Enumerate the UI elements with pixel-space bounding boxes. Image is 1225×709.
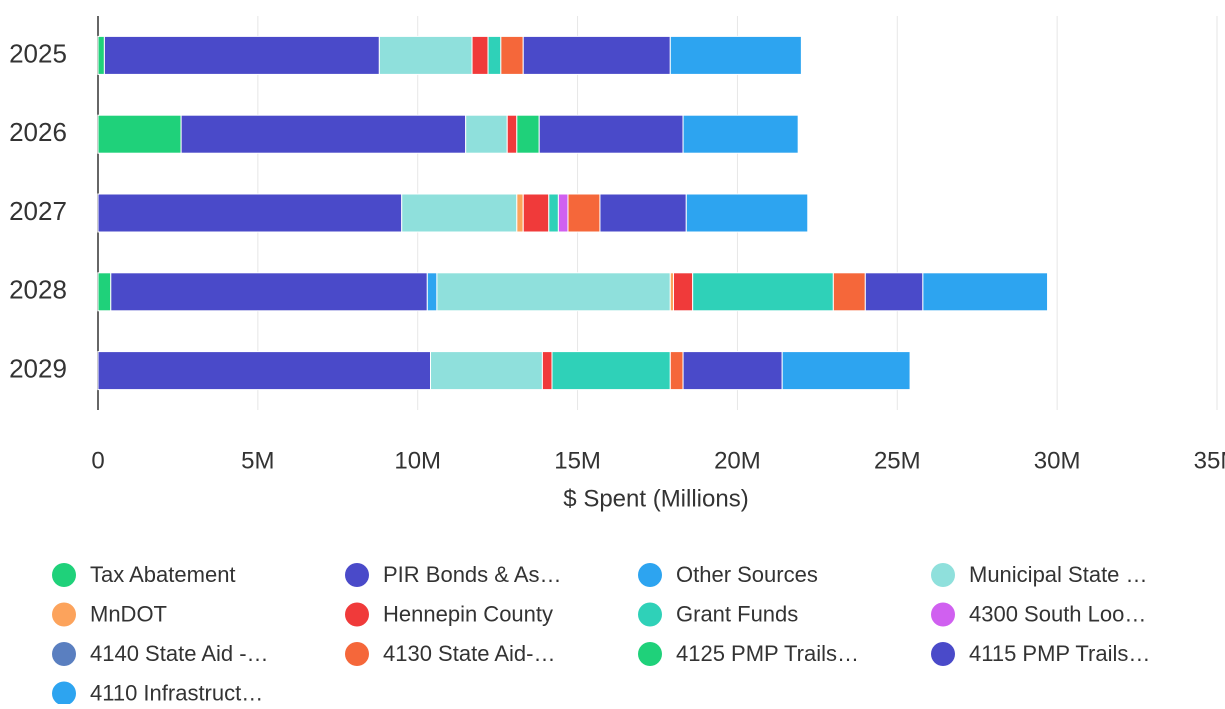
bar-segment — [436, 272, 671, 312]
bar-segment — [522, 193, 550, 233]
bar-segment — [692, 272, 834, 312]
bar-segment — [541, 351, 553, 391]
legend-marker — [345, 602, 369, 627]
legend-label: PIR Bonds & As… — [383, 562, 562, 587]
x-tick-label: 5M — [241, 447, 274, 474]
legend-label: Other Sources — [676, 562, 818, 587]
bar-segment — [567, 193, 601, 233]
bar-segment — [682, 351, 783, 391]
y-tick-label: 2026 — [9, 117, 67, 147]
legend-label: Municipal State … — [969, 562, 1148, 587]
y-tick-label: 2028 — [9, 275, 67, 305]
x-tick-label: 15M — [554, 447, 601, 474]
legend-label: 4115 PMP Trails… — [969, 641, 1150, 666]
x-tick-label: 30M — [1034, 447, 1081, 474]
bar-segment — [97, 35, 105, 75]
legend-label: Hennepin County — [383, 601, 553, 626]
legend-marker — [52, 602, 76, 627]
legend-label: 4125 PMP Trails… — [676, 641, 859, 666]
bar-segment — [465, 114, 508, 154]
bar-segment — [426, 272, 438, 312]
y-tick-label: 2029 — [9, 353, 67, 383]
x-axis-label: $ Spent (Millions) — [563, 485, 748, 512]
bar-segment — [599, 193, 687, 233]
legend-label: MnDOT — [90, 601, 167, 626]
bar-segment — [516, 114, 540, 154]
bar-segment — [832, 272, 866, 312]
bar-segment — [430, 351, 543, 391]
legend-marker — [345, 642, 369, 666]
bar-segment — [548, 193, 559, 233]
bar-segment — [685, 193, 809, 233]
x-tick-label: 10M — [394, 447, 441, 474]
bar-segment — [97, 114, 182, 154]
legend-label: 4300 South Loo… — [969, 601, 1146, 626]
bar-segment — [97, 272, 112, 312]
bar-segment — [922, 272, 1049, 312]
bar-segment — [516, 193, 524, 233]
x-tick-label: 20M — [714, 447, 761, 474]
legend-marker — [52, 681, 76, 706]
legend-marker — [931, 563, 955, 587]
bar-segment — [500, 35, 524, 75]
bar-segment — [672, 272, 694, 312]
legend-marker — [52, 642, 76, 666]
bar-segment — [487, 35, 502, 75]
bar-segment — [110, 272, 428, 312]
legend-marker — [638, 602, 662, 627]
bar-segment — [506, 114, 518, 154]
x-tick-label: 25M — [874, 447, 921, 474]
legend-marker — [638, 642, 662, 666]
bar-segment — [180, 114, 467, 154]
legend-label: 4110 Infrastruct… — [90, 680, 263, 704]
bar-segment — [97, 351, 432, 391]
bar-segment — [557, 193, 569, 233]
x-tick-label: 35M — [1194, 447, 1225, 474]
legend-label: Tax Abatement — [90, 562, 236, 587]
bar-segment — [538, 114, 684, 154]
legend-marker — [638, 563, 662, 587]
bar-segment — [401, 193, 518, 233]
x-tick-label: 0 — [91, 447, 104, 474]
bar-segment — [522, 35, 671, 75]
legend-label: Grant Funds — [676, 601, 798, 626]
bar-segment — [864, 272, 924, 312]
legend-marker — [345, 563, 369, 587]
bar-segment — [471, 35, 489, 75]
legend-marker — [931, 642, 955, 666]
bar-segment — [103, 35, 380, 75]
bar-segment — [97, 193, 403, 233]
y-tick-label: 2027 — [9, 196, 67, 226]
bar-segment — [551, 351, 671, 391]
legend-marker — [52, 563, 76, 587]
bar-segment — [669, 35, 802, 75]
bar-segment — [781, 351, 911, 391]
bar-segment — [682, 114, 799, 154]
legend-label: 4140 State Aid -… — [90, 641, 269, 666]
legend-label: 4130 State Aid-… — [383, 641, 555, 666]
legend-marker — [931, 602, 955, 627]
bar-segment — [669, 351, 684, 391]
y-tick-label: 2025 — [9, 38, 67, 68]
bar-segment — [378, 35, 473, 75]
